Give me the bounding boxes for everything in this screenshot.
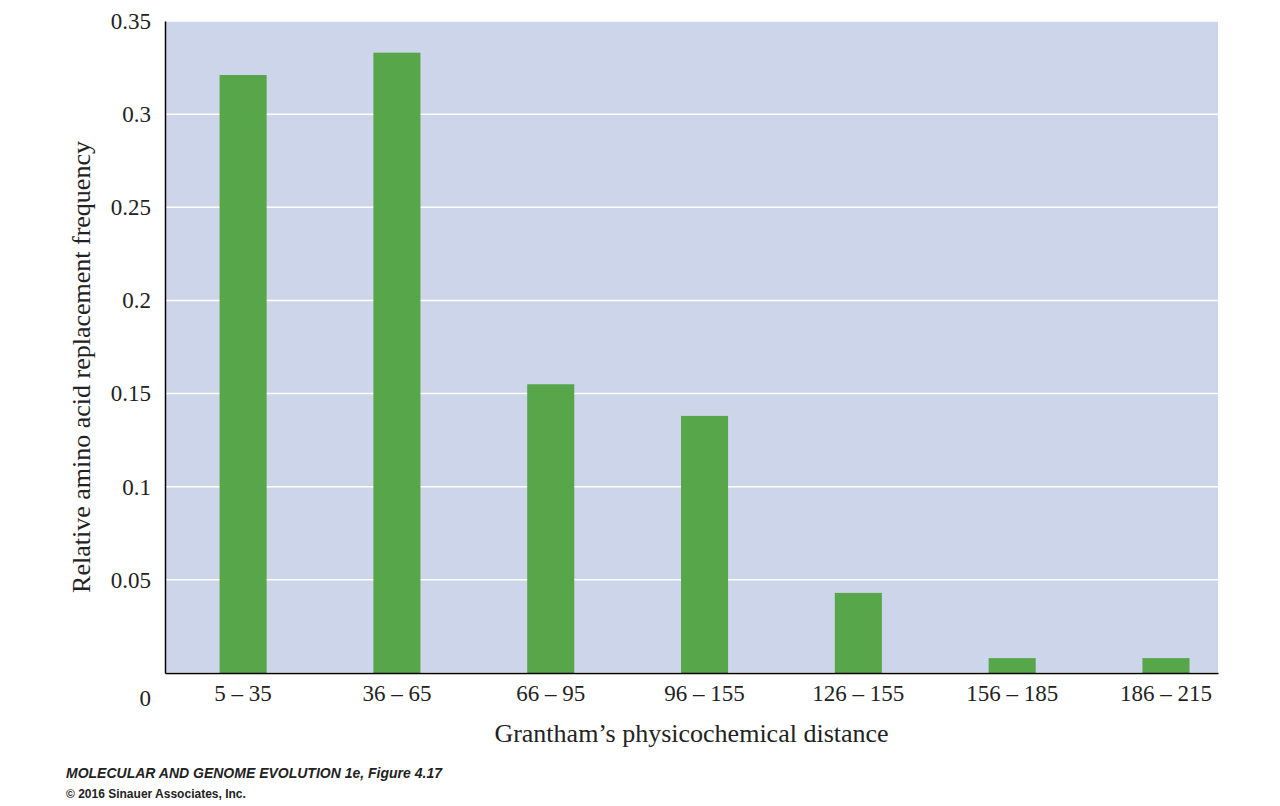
x-tick-label: 66 – 95 xyxy=(516,681,585,706)
plot-background xyxy=(165,21,1218,673)
y-tick: 0.3 xyxy=(122,102,165,127)
y-tick-label: 0.25 xyxy=(111,195,151,220)
y-tick-label: 0.2 xyxy=(122,288,151,313)
chart: 0 0.05 0.1 0.15 0.2 0.25 0.3 0.35 5 – 35 36 – 65 6… xyxy=(0,0,1280,806)
bar xyxy=(835,593,882,673)
footer-note: © 2016 Sinauer Associates, Inc. xyxy=(66,787,246,801)
bar xyxy=(681,416,728,673)
y-axis-line xyxy=(165,22,167,674)
x-tick-label: 186 – 215 xyxy=(1120,681,1212,706)
grid-line xyxy=(165,300,1218,302)
x-axis: 5 – 35 36 – 65 66 – 95 96 – 155 126 – 155 156… xyxy=(166,673,1219,706)
grid-line xyxy=(165,393,1218,395)
x-tick-label: 156 – 185 xyxy=(966,681,1058,706)
x-tick: 156 – 185 xyxy=(966,673,1058,706)
y-axis: 0 0.05 0.1 0.15 0.2 0.25 0.3 0.35 xyxy=(111,9,166,711)
x-tick: 5 – 35 xyxy=(214,673,272,706)
x-axis-title: Grantham’s physicochemical distance xyxy=(494,719,888,748)
x-tick: 36 – 65 xyxy=(362,673,431,706)
bar xyxy=(1142,658,1189,673)
x-tick: 186 – 215 xyxy=(1120,673,1212,706)
y-tick-label: 0.35 xyxy=(111,9,151,34)
x-axis-line xyxy=(166,673,1219,675)
y-tick: 0.2 xyxy=(122,288,165,313)
bar xyxy=(373,53,420,673)
grid-line xyxy=(165,207,1218,209)
y-tick: 0 xyxy=(140,674,166,711)
y-tick: 0.05 xyxy=(111,568,165,593)
bars xyxy=(220,53,1190,673)
x-tick: 126 – 155 xyxy=(812,673,904,706)
x-tick-label: 126 – 155 xyxy=(812,681,904,706)
y-tick-label: 0.15 xyxy=(111,381,151,406)
bar xyxy=(220,75,267,673)
y-tick: 0.35 xyxy=(111,9,165,34)
grid-line xyxy=(165,20,1218,22)
y-axis-title: Relative amino acid replacement frequenc… xyxy=(67,141,96,593)
y-tick: 0.1 xyxy=(122,475,165,500)
y-tick: 0.15 xyxy=(111,381,165,406)
bar xyxy=(527,384,574,673)
y-tick-label: 0.05 xyxy=(111,568,151,593)
y-tick-label: 0.3 xyxy=(122,102,151,127)
x-tick-label: 96 – 155 xyxy=(664,681,745,706)
bar xyxy=(989,658,1036,673)
x-tick: 66 – 95 xyxy=(516,673,585,706)
x-tick: 96 – 155 xyxy=(664,673,745,706)
y-tick-label: 0.1 xyxy=(122,475,151,500)
x-tick-label: 36 – 65 xyxy=(362,681,431,706)
x-tick-label: 5 – 35 xyxy=(214,681,272,706)
y-tick: 0.25 xyxy=(111,195,165,220)
grid xyxy=(165,21,1218,673)
footer-note: MOLECULAR AND GENOME EVOLUTION 1e, Figur… xyxy=(66,765,443,781)
y-tick-label: 0 xyxy=(140,686,152,711)
grid-line xyxy=(165,113,1218,115)
